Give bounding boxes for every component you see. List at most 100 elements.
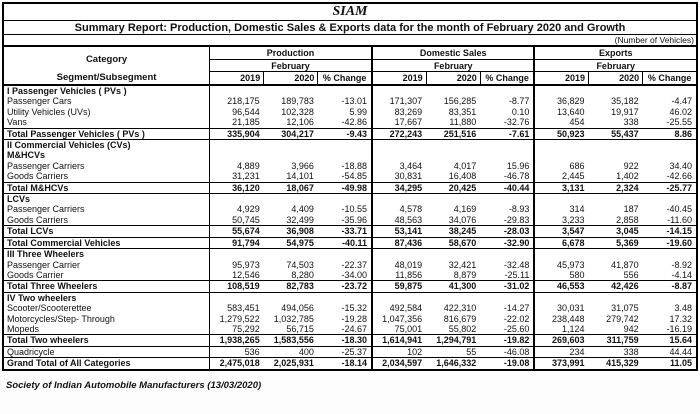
value-cell: -8.87 [642, 280, 697, 293]
domestic-month-header: February [371, 59, 536, 72]
value-cell: 83,351 [448, 106, 477, 117]
table-row: Passenger Carriers 4,889 3,966 -18.88 3,464 4… [3, 160, 697, 172]
value-cell: 3,966 [291, 160, 314, 171]
value-cell: 1,938,265 [209, 334, 264, 347]
table-row: Passenger Carriers 4,929 4,409 -10.55 4,578 4… [3, 204, 697, 215]
row-label: Total Three Wheelers [3, 280, 211, 293]
value-cell: 14,101 [286, 171, 314, 182]
value-cell [480, 248, 536, 260]
value-cell [210, 150, 264, 160]
value-cell [426, 292, 480, 303]
value-cell: 55,802 [448, 323, 477, 334]
value-cell: 314 [569, 204, 585, 215]
value-cell: -25.60 [480, 323, 536, 335]
value-cell [643, 140, 697, 151]
total-row: Total LCVs 55,674 36,908 -33.71 53,141 38,245… [3, 225, 697, 238]
value-cell [210, 140, 264, 151]
value-cell [426, 85, 480, 96]
value-cell: -7.61 [480, 127, 536, 141]
row-label: Total M&HCVs [3, 181, 211, 195]
prod-change-header: % Change [317, 71, 373, 86]
value-cell: 2,858 [616, 214, 639, 225]
value-cell: 48,019 [394, 259, 423, 270]
value-cell: 4,929 [237, 204, 260, 215]
value-cell: 4,169 [453, 204, 477, 215]
value-cell: 42,426 [588, 280, 643, 293]
units-row: (Number of Vehicles) [3, 34, 697, 47]
value-cell [317, 193, 373, 205]
value-cell [264, 140, 318, 151]
total-row: Total Three Wheelers 108,519 82,783 -23.72 5… [3, 280, 697, 293]
value-cell: -35.96 [317, 214, 373, 226]
value-cell: 415,329 [588, 357, 643, 370]
value-cell: 59,875 [371, 280, 427, 293]
value-cell [480, 193, 536, 205]
value-cell [589, 150, 643, 160]
value-cell: 46,553 [534, 280, 589, 293]
value-cell [589, 140, 643, 151]
value-cell: 2,324 [588, 181, 643, 195]
value-cell [317, 248, 373, 260]
value-cell [210, 292, 264, 303]
row-label: Goods Carriers [3, 171, 211, 183]
table-row: Scooter/Scooterettee 583,451 494,056 -15.32… [3, 303, 697, 314]
value-cell: 11.05 [642, 357, 697, 370]
value-cell: -34.00 [317, 269, 373, 281]
value-cell [264, 249, 318, 260]
value-cell [372, 140, 426, 151]
value-cell: -32.48 [480, 259, 536, 270]
dom-change-header: % Change [480, 71, 536, 86]
section-row: LCVs [3, 193, 697, 205]
value-cell [210, 194, 264, 205]
value-cell: 311,759 [588, 334, 643, 347]
value-cell: 30,831 [394, 171, 423, 182]
value-cell: 16,408 [448, 171, 477, 182]
value-cell: -40.11 [317, 236, 373, 250]
value-cell [643, 150, 697, 160]
value-cell [317, 85, 373, 97]
value-cell: 2,475,018 [209, 357, 264, 370]
value-cell [534, 85, 588, 96]
row-label: Total Commercial Vehicles [3, 236, 211, 250]
category-header: Category [3, 46, 211, 72]
value-cell: 82,783 [263, 280, 318, 293]
value-cell: 34.40 [669, 160, 692, 171]
value-cell: -32.76 [480, 117, 536, 129]
value-cell: -15.32 [317, 303, 373, 314]
title-row: SIAM [3, 3, 697, 21]
value-cell: 583,451 [227, 303, 260, 314]
value-cell: -25.55 [666, 117, 692, 128]
value-cell: -19.08 [480, 357, 536, 370]
value-cell: 536 [209, 345, 264, 358]
domestic-sales-group-header: Domestic Sales [371, 46, 536, 60]
row-label: Total Passenger Vehicles ( PVs ) [3, 127, 211, 141]
value-cell: -8.93 [480, 204, 536, 215]
value-cell [643, 194, 697, 205]
table-row: Motorcycles/Step- Through 1,279,522 1,032,… [3, 313, 697, 324]
total-row: Total Commercial Vehicles 91,794 54,975 -40… [3, 236, 697, 250]
value-cell [534, 249, 588, 260]
value-cell [534, 194, 588, 205]
value-cell: 35,182 [611, 96, 639, 107]
value-cell: 20,425 [426, 181, 481, 195]
value-cell: 922 [623, 160, 639, 171]
value-cell: 50,745 [232, 214, 260, 225]
value-cell: -25.37 [317, 345, 373, 358]
value-cell: 2,445 [562, 171, 585, 182]
production-month-header: February [209, 59, 373, 72]
value-cell: 3.48 [674, 303, 692, 314]
total-row: Total Passenger Vehicles ( PVs ) 335,904 3… [3, 127, 697, 141]
value-cell [317, 150, 373, 161]
value-cell: 50,923 [534, 127, 589, 141]
value-cell [210, 249, 264, 260]
value-cell: -23.72 [317, 280, 373, 293]
value-cell: 5.99 [317, 106, 373, 118]
value-cell [589, 249, 643, 260]
value-cell: 30,031 [557, 303, 585, 314]
month-header-row: February February February [3, 59, 697, 72]
value-cell [264, 292, 318, 303]
row-label: Vans [3, 117, 211, 129]
value-cell [264, 150, 318, 160]
value-cell: 45,973 [557, 259, 585, 270]
value-cell: -25.77 [642, 181, 697, 195]
